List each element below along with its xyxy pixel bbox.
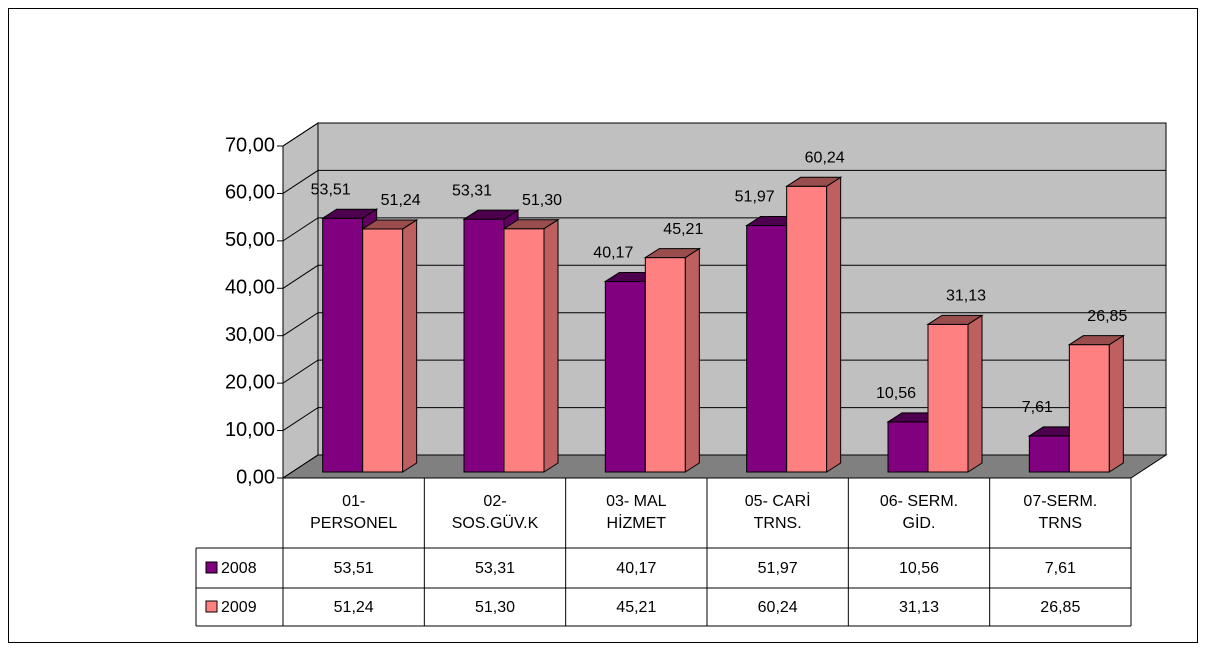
data-label: 51,97 [735,189,775,206]
x-tick-label: 07-SERM. TRNS [1023,493,1098,532]
table-cell: 7,61 [1045,560,1076,577]
table-cell: 45,21 [616,599,656,616]
bar [926,314,984,473]
y-tick-label: 30,00 [225,324,275,346]
table-cell: 51,30 [475,599,515,616]
grid-line [282,122,1166,147]
data-label: 40,17 [593,245,633,262]
y-tick-label: 70,00 [225,134,275,156]
bar-face [786,185,828,473]
bar-face [402,219,418,473]
data-label: 51,30 [522,192,562,209]
data-label: 53,31 [452,182,492,199]
y-tick-label: 50,00 [225,229,275,251]
back-wall [317,122,1167,456]
table-cell: 51,24 [334,599,374,616]
bar-face [543,218,559,473]
y-tick-label: 0,00 [236,466,275,488]
x-tick-label: 03- MAL HİZMET [606,493,667,532]
table-cell: 51,97 [758,560,798,577]
bar-face [784,176,843,187]
bar [360,219,419,473]
bar [643,247,702,473]
bar-face [967,314,983,473]
data-label: 31,13 [946,288,986,305]
table-cell: 40,17 [616,560,656,577]
bar-face [684,247,700,473]
legend-label: 2008 [221,560,257,577]
bar-face [320,208,379,219]
bar-face [360,219,419,230]
bar-face [1067,335,1126,346]
table-cell: 31,13 [899,599,939,616]
x-tick-label: 01- PERSONEL [310,493,398,532]
back-wall [282,122,319,479]
data-label: 53,51 [311,181,351,198]
bar-face [644,257,686,473]
table-cell: 53,51 [334,560,374,577]
bar-face [826,176,842,473]
bar [1067,334,1126,473]
grid-line [282,264,1166,289]
legend-label: 2009 [221,599,257,616]
bar-face [463,218,505,473]
x-tick-label: 02- SOS.GÜV.K [451,493,539,532]
legend-swatch [205,600,218,613]
data-label: 60,24 [805,150,845,167]
x-tick-label: 06- SERM. GİD. [879,493,959,532]
bar [502,218,560,473]
grid-line [282,169,1166,194]
bar-face [887,421,929,473]
bar-face [927,323,969,473]
data-label: 51,24 [381,192,421,209]
table-cell: 26,85 [1040,599,1080,616]
table-cell: 10,56 [899,560,939,577]
y-tick-label: 20,00 [225,371,275,393]
data-label: 10,56 [876,385,916,402]
bar-face [362,228,404,473]
data-label: 7,61 [1022,399,1053,416]
data-label: 45,21 [663,221,703,238]
bar-face [746,225,788,473]
bar-face [1068,344,1110,473]
x-tick-label: 05- CARİ TRNS. [744,493,811,532]
bar-face [502,219,560,230]
table-cell: 60,24 [758,599,798,616]
data-label: 26,85 [1087,308,1127,325]
bar-face [322,217,364,473]
grid-line [282,359,1166,384]
table-cell: 53,31 [475,560,515,577]
y-tick-label: 40,00 [225,277,275,299]
bar [784,176,843,473]
y-tick-label: 10,00 [225,419,275,441]
bar-face [643,248,702,259]
y-tick-label: 60,00 [225,182,275,204]
grid-line [282,407,1166,431]
bar-face [462,209,520,220]
grid-line [282,454,1166,479]
legend-swatch [205,561,218,574]
bar-face [503,228,545,473]
bar-face [604,280,646,473]
bar-face [926,314,984,325]
grid-line [282,312,1166,337]
bar-face [1108,334,1124,473]
grid-line [282,217,1166,242]
bar-face [1028,435,1070,473]
